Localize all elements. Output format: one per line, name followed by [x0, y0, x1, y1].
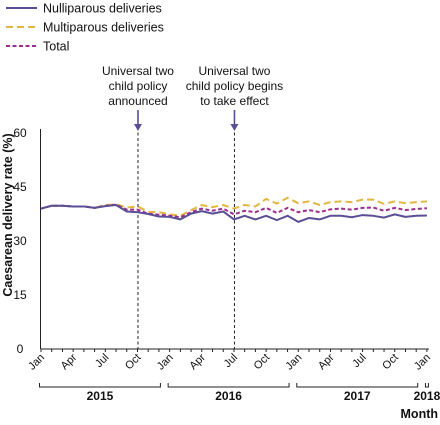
y-tick-label: 60 — [13, 126, 27, 140]
year-bracket-2018 — [424, 383, 429, 388]
year-bracket-2016 — [167, 383, 290, 388]
legend-label-2: Multiparous deliveries — [43, 21, 164, 35]
year-bracket-2017 — [296, 383, 419, 388]
annotation-text-1: announced — [108, 94, 167, 108]
series-lines — [40, 196, 427, 223]
legend-label-1: Nulliparous deliveries — [43, 2, 162, 16]
x-axis: Jan Apr Jul Oct Jan Apr Jul Oct Jan Apr Jul Oct Jan 2… — [26, 349, 440, 403]
series-line-1 — [40, 204, 427, 223]
x-tick-label: Jan — [155, 352, 176, 373]
annotation-text-1: Universal two — [102, 64, 174, 78]
annotation-text-2: child policy begins — [186, 79, 283, 93]
x-tick-label: Oct — [123, 352, 144, 373]
year-label-2017: 2017 — [344, 389, 371, 403]
y-tick-label: 45 — [13, 180, 27, 194]
annotation-text-2: Universal two — [198, 64, 270, 78]
year-label-2018: 2018 — [414, 389, 440, 403]
x-tick-label: Jul — [350, 352, 368, 370]
x-tick-label: Apr — [59, 351, 80, 372]
x-axis-title: Month — [401, 407, 438, 421]
x-tick-label: Jul — [93, 352, 111, 370]
year-label-2016: 2016 — [215, 389, 242, 403]
series-line-2 — [40, 196, 427, 217]
y-axis-title: Caesarean delivery rate (%) — [1, 133, 15, 296]
annotation-arrowhead-1 — [133, 124, 142, 131]
x-tick-label: Jul — [222, 352, 240, 370]
axes: 0 15 30 45 60 — [13, 126, 429, 356]
y-tick-label: 15 — [13, 288, 27, 302]
annotation-arrowhead-2 — [230, 124, 239, 131]
annotation-text-2: to take effect — [200, 94, 269, 108]
x-tick-label: Apr — [187, 351, 208, 372]
year-bracket-2015 — [39, 383, 161, 388]
year-label-2015: 2015 — [87, 389, 114, 403]
x-tick-label: Oct — [252, 352, 273, 373]
annotation-text-1: child policy — [109, 79, 168, 93]
legend: Nulliparous deliveries Multiparous delive… — [6, 2, 164, 54]
x-tick-label: Oct — [380, 352, 401, 373]
x-tick-label: Jan — [26, 352, 47, 373]
x-tick-label: Jan — [412, 352, 433, 373]
x-tick-label: Jan — [283, 352, 304, 373]
y-tick-label: 30 — [13, 234, 27, 248]
x-tick-label: Apr — [316, 351, 337, 372]
legend-label-3: Total — [43, 40, 69, 54]
y-tick-label: 0 — [17, 342, 24, 356]
